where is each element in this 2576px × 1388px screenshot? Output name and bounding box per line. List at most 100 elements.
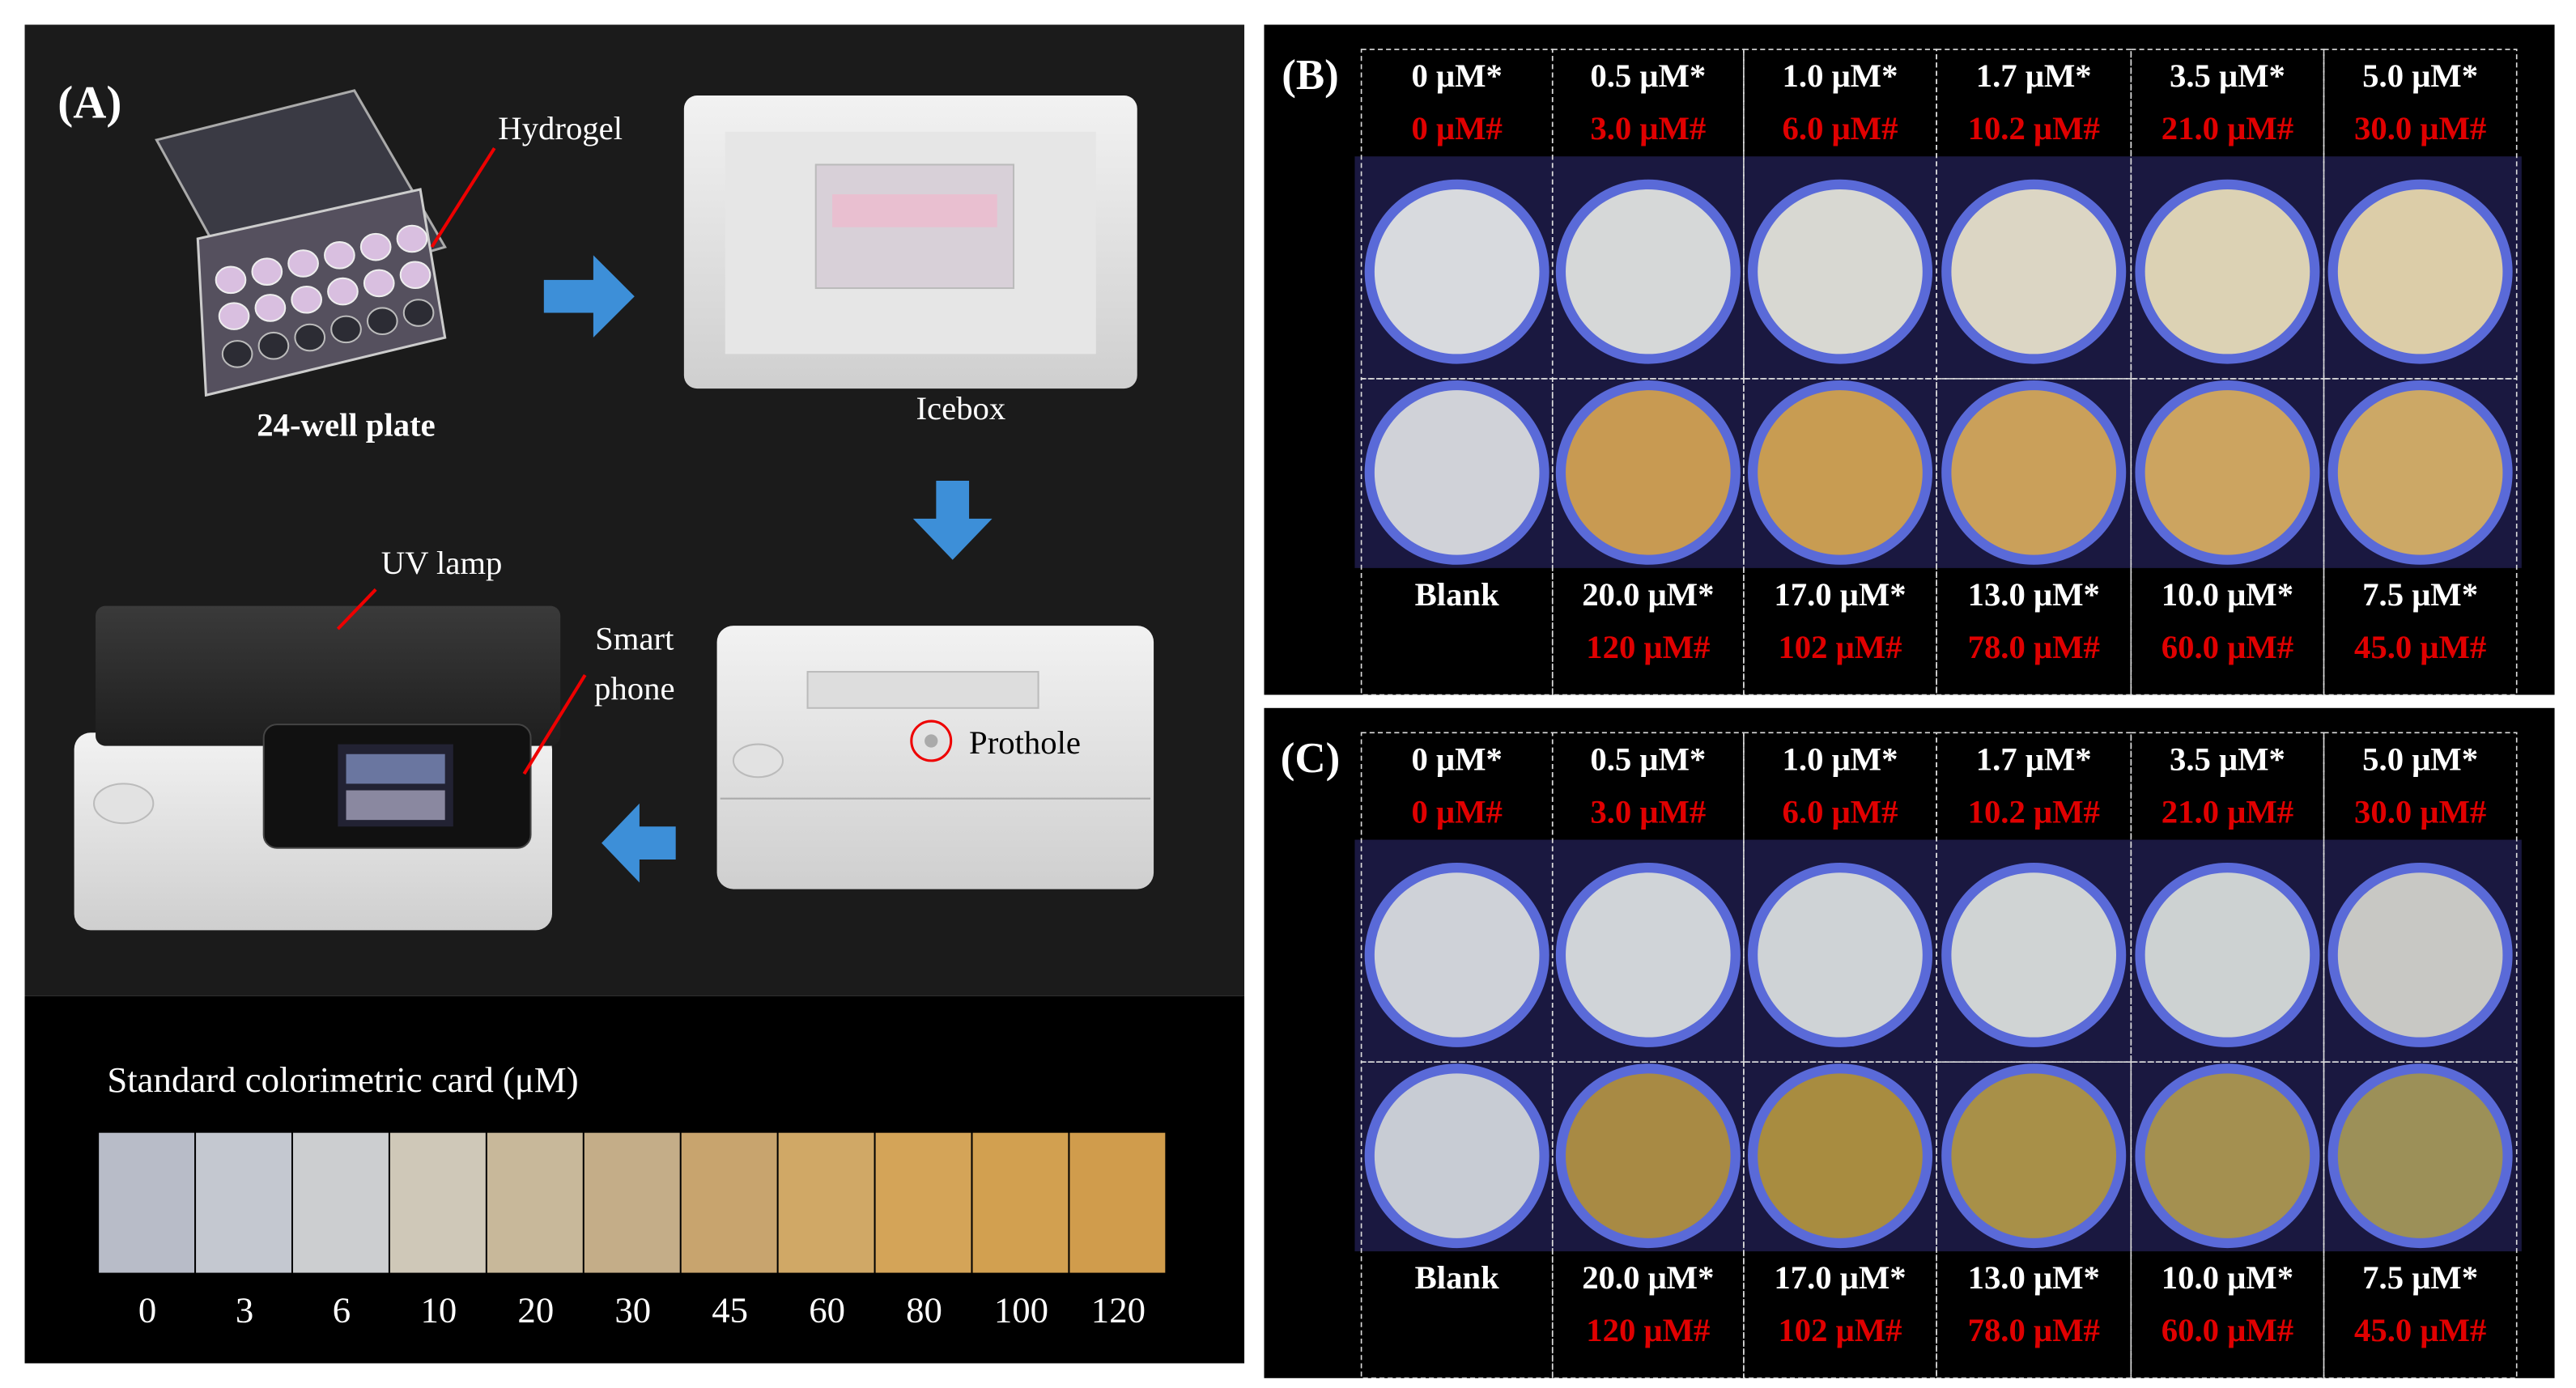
card-value: 60 [809,1290,845,1331]
concentration-alt: 45.0 μM# [2354,629,2486,665]
card-swatch [972,1132,1069,1273]
cell [1936,732,2132,1063]
well [1374,390,1540,555]
concentration: 1.0 μM* [1783,57,1898,94]
well [2337,1073,2503,1238]
uv-setup [74,605,561,931]
concentration: 0 μM* [1411,741,1502,777]
concentration: 3.5 μM* [2170,57,2285,94]
plate-label: 24-well plate [257,406,435,443]
concentration: 10.0 μM* [2162,576,2293,613]
icebox [683,95,1137,389]
well [1758,1073,1923,1238]
well [2337,872,2503,1038]
concentration-alt: 21.0 μM# [2162,110,2293,146]
well [1951,189,2117,354]
plate-photo [1354,156,2522,568]
cell [1551,49,1745,380]
concentration: 0.5 μM* [1590,57,1706,94]
card-title: Standard colorimetric card (μM) [107,1059,578,1100]
panel-label: (C) [1281,735,1340,782]
card-value: 6 [333,1290,351,1331]
concentration-alt: 0 μM# [1411,793,1502,830]
concentration: 3.5 μM* [2170,741,2285,777]
card-swatch [487,1132,583,1273]
card-value: 100 [994,1290,1048,1331]
well [2145,390,2310,555]
pointer [336,588,377,630]
concentration-alt: 0 μM# [1411,110,1502,146]
plate-photo [1354,839,2522,1252]
concentration-alt: 78.0 μM# [1968,1312,2100,1348]
card-swatch [681,1132,777,1273]
cell [2323,378,2518,696]
pointer [430,147,496,248]
card-value: 120 [1091,1290,1146,1331]
card-swatch [196,1132,291,1273]
concentration-alt: 6.0 μM# [1783,110,1898,146]
cell [1551,732,1745,1063]
concentration: 13.0 μM* [1968,576,2100,613]
concentration: 7.5 μM* [2362,576,2478,613]
concentration-alt: 102 μM# [1778,1312,1902,1348]
concentration-alt: 45.0 μM# [2354,1312,2486,1348]
arrow [601,803,676,883]
concentration-alt: 102 μM# [1778,629,1902,665]
closed-box [716,626,1154,889]
hydrogel-label: Hydrogel [498,110,623,146]
card-value: 10 [421,1290,457,1331]
arrow [912,481,993,560]
well [1758,189,1923,354]
concentration-alt: 30.0 μM# [2354,793,2486,830]
concentration: 13.0 μM* [1968,1259,2100,1296]
concentration: 10.0 μM* [2162,1259,2293,1296]
card-swatch [778,1132,874,1273]
card-value: 45 [712,1290,748,1331]
concentration-alt: 30.0 μM# [2354,110,2486,146]
cell [2130,49,2325,380]
well [2145,1073,2310,1238]
concentration: 1.0 μM* [1783,741,1898,777]
well [1566,189,1731,354]
color-card: 0 3 6 10 20 30 45 60 80 100 120 [99,1132,1166,1331]
well [2145,872,2310,1038]
well [1951,872,2117,1038]
well [1374,189,1540,354]
concentration: 5.0 μM* [2362,741,2478,777]
concentration: 20.0 μM* [1582,1259,1714,1296]
well [1951,390,2117,555]
concentration-alt: 60.0 μM# [2162,1312,2293,1348]
well [1566,872,1731,1038]
concentration-alt: 3.0 μM# [1590,793,1706,830]
well [1758,872,1923,1038]
well [1566,390,1731,555]
card-swatch [1069,1132,1166,1273]
smart-phone-label: Smart [595,621,674,657]
concentration: 20.0 μM* [1582,576,1714,613]
concentration: 17.0 μM* [1774,1259,1906,1296]
card-swatch [99,1132,195,1273]
concentration: 0.5 μM* [1590,741,1706,777]
card-swatch [293,1132,389,1273]
cell [2323,1061,2518,1379]
card-value: 80 [906,1290,942,1331]
concentration: 1.7 μM* [1976,741,2092,777]
concentration: 5.0 μM* [2362,57,2478,94]
concentration: 1.7 μM* [1976,57,2092,94]
icebox-label: Icebox [916,390,1006,427]
cell [1743,1061,1937,1379]
well [2145,189,2310,354]
pointer [522,674,587,775]
prothole-label: Prothole [969,724,1081,761]
concentration: Blank [1415,576,1499,613]
concentration-alt: 78.0 μM# [1968,629,2100,665]
concentration-alt: 10.2 μM# [1968,793,2100,830]
well [2337,390,2503,555]
cell [2323,732,2518,1063]
panel-b: (B) 0 μM* 0 μM# 0.5 μM* 3.0 μM# 1.0 μM* 6.0 μM… [1264,24,2555,696]
uv-lamp-label: UV lamp [381,545,503,581]
card-value: 20 [517,1290,554,1331]
cell [1743,378,1937,696]
smart-phone-label: phone [594,670,674,707]
